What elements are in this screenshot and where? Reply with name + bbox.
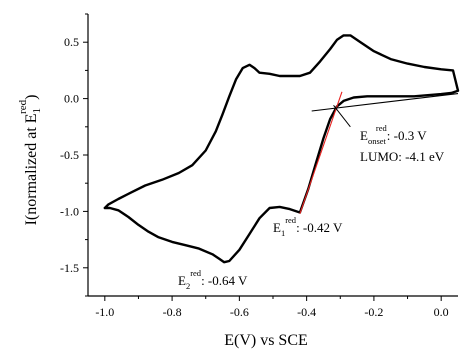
y-axis: 0.5 0.0 -0.5 -1.0 -1.5: [60, 13, 88, 297]
x-tick-label: -0.6: [230, 305, 249, 319]
x-tick-label: -1.0: [95, 305, 114, 319]
x-tick-label: -0.4: [297, 305, 316, 319]
lumo-annotation: LUMO: -4.1 eV: [360, 149, 445, 164]
annotation-layer: Eonsetred: -0.3 V LUMO: -4.1 eV E1red: -…: [178, 105, 445, 291]
tangent-line-red: [299, 91, 343, 214]
x-tick-label: -0.8: [163, 305, 182, 319]
onset-pointer-line: [333, 105, 351, 128]
y-tick-label: -1.0: [60, 204, 79, 218]
x-axis: -1.0 -0.8 -0.6 -0.4 -0.2 0.0: [95, 296, 449, 319]
cv-curve: [103, 34, 460, 264]
y-tick-label: 0.0: [64, 92, 79, 106]
y-tick-label: -1.5: [60, 261, 79, 275]
onset-annotation: Eonsetred: -0.3 V: [360, 123, 427, 146]
y-axis-label: I(normalized at E1red): [17, 95, 43, 226]
y-tick-label: -0.5: [60, 148, 79, 162]
e1-annotation: E1red: -0.42 V: [273, 215, 343, 238]
x-tick-label: -0.2: [364, 305, 383, 319]
x-axis-label: E(V) vs SCE: [224, 332, 308, 349]
e2-annotation: E2red: -0.64 V: [178, 268, 248, 291]
x-tick-label: 0.0: [434, 305, 449, 319]
y-tick-label: 0.5: [64, 35, 79, 49]
